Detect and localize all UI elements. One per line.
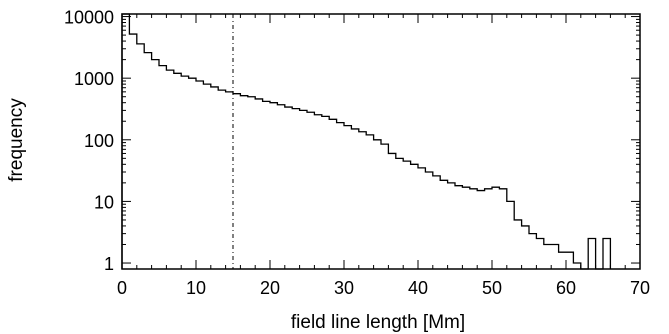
x-tick-label: 40	[408, 278, 428, 298]
x-tick-label: 30	[334, 278, 354, 298]
plot-frame	[121, 13, 641, 270]
x-axis-label: field line length [Mm]	[291, 312, 465, 333]
y-tick-label: 100	[84, 131, 114, 151]
y-tick-label: 1000	[74, 69, 114, 89]
x-tick-label: 60	[556, 278, 576, 298]
x-tick-label: 0	[117, 278, 127, 298]
y-tick-label: 1	[104, 254, 114, 274]
x-tick-label: 50	[482, 278, 502, 298]
x-axis-ticks: 0 10 20 30 40 50 60 70	[117, 14, 650, 298]
y-tick-label: 10000	[64, 8, 114, 28]
histogram-outline	[121, 13, 612, 270]
x-tick-label: 20	[260, 278, 280, 298]
y-axis-label: frequency	[6, 98, 27, 182]
x-tick-label: 10	[186, 278, 206, 298]
y-tick-label: 10	[94, 192, 114, 212]
x-tick-label: 70	[630, 278, 650, 298]
y-axis-ticks: 1 10 100 1000 10000	[64, 8, 640, 274]
